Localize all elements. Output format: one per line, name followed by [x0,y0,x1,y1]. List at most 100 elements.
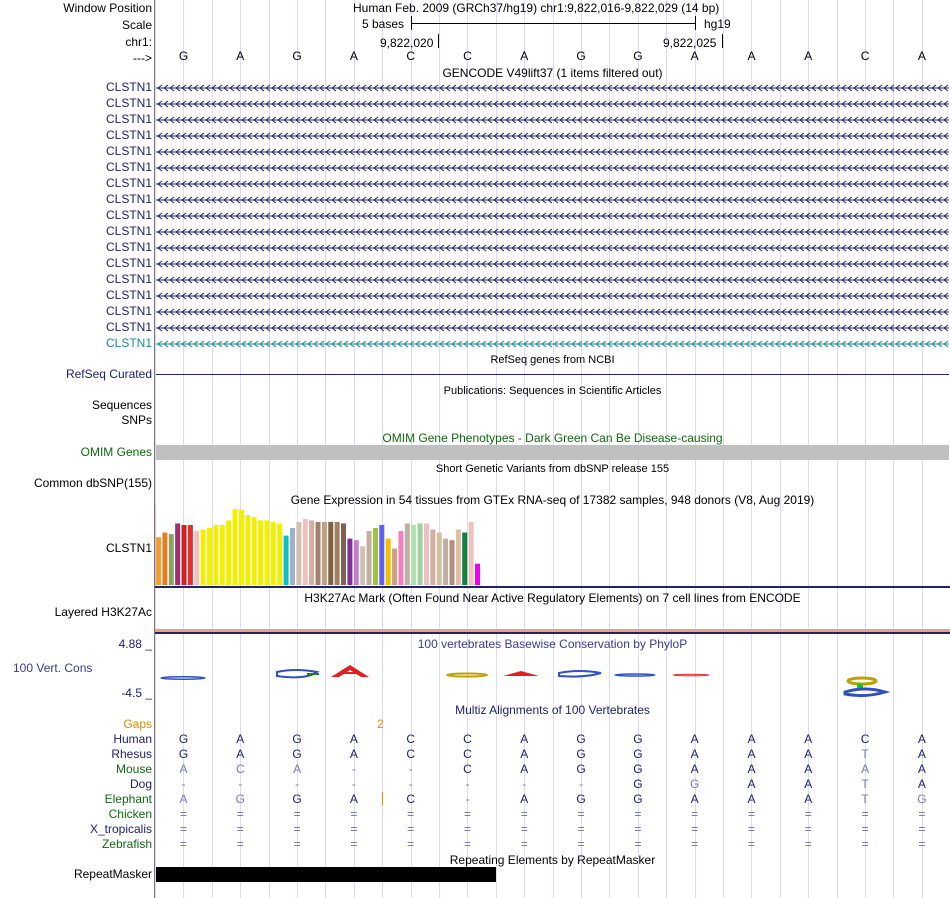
gtex-tissue-bar[interactable] [404,523,410,585]
gtex-tissue-bar[interactable] [449,540,455,585]
gencode-transcript-label[interactable]: CLSTN1 [105,96,152,110]
gtex-tissue-bar[interactable] [213,524,219,585]
gencode-transcript-label[interactable]: CLSTN1 [105,320,152,334]
phylop-title[interactable]: 100 vertebrates Basewise Conservation by… [417,637,688,651]
gtex-tissue-bar[interactable] [232,509,238,585]
gtex-tissue-bar[interactable] [385,538,391,585]
gencode-transcript-label[interactable]: CLSTN1 [105,176,152,190]
gtex-tissue-bar[interactable] [341,523,347,585]
gencode-transcript[interactable] [156,180,949,188]
refseq-gene-line[interactable] [156,374,949,375]
phylop-label[interactable]: 100 Vert. Cons [13,661,93,675]
gtex-tissue-bar[interactable] [168,534,174,585]
gencode-transcript-label[interactable]: CLSTN1 [105,224,152,238]
gtex-tissue-bar[interactable] [289,528,295,585]
gtex-tissue-bar[interactable] [462,532,468,585]
gencode-transcript[interactable] [156,116,949,124]
gencode-transcript[interactable] [156,340,949,348]
omim-title[interactable]: OMIM Gene Phenotypes - Dark Green Can Be… [382,431,723,445]
repeatmasker-element[interactable] [156,867,496,882]
gtex-tissue-bar[interactable] [296,521,302,585]
multiz-species-label[interactable]: Rhesus [111,747,152,761]
publications-title[interactable]: Publications: Sequences in Scientific Ar… [443,385,662,397]
gtex-tissue-bar[interactable] [181,524,187,585]
gencode-transcript-label[interactable]: CLSTN1 [105,272,152,286]
omim-phenotype-bar[interactable] [156,445,949,460]
publications-label-sequences[interactable]: Sequences [91,398,152,412]
gtex-tissue-bar[interactable] [366,531,372,585]
gtex-tissue-bar[interactable] [455,529,461,585]
gencode-transcript[interactable] [156,244,949,252]
gtex-tissue-bar[interactable] [392,548,398,585]
gencode-transcript[interactable] [156,276,949,284]
gtex-tissue-bar[interactable] [379,524,385,585]
gtex-tissue-bar[interactable] [436,532,442,585]
gencode-transcript[interactable] [156,212,949,220]
gtex-tissue-bar[interactable] [258,520,264,585]
gencode-transcript-label[interactable]: CLSTN1 [105,256,152,270]
gtex-tissue-bar[interactable] [283,535,289,585]
gencode-transcript-label[interactable]: CLSTN1 [105,160,152,174]
multiz-species-label[interactable]: Dog [129,777,152,791]
multiz-title[interactable]: Multiz Alignments of 100 Vertebrates [455,703,650,717]
gtex-tissue-bar[interactable] [411,524,417,585]
dbsnp-title[interactable]: Short Genetic Variants from dbSNP releas… [435,463,670,475]
omim-label[interactable]: OMIM Genes [80,445,152,459]
gencode-transcript[interactable] [156,164,949,172]
multiz-species-label[interactable]: X_tropicalis [89,822,152,836]
gtex-tissue-bar[interactable] [360,546,366,585]
gencode-transcript-label[interactable]: CLSTN1 [105,112,152,126]
gtex-tissue-bar[interactable] [277,523,283,585]
gtex-tissue-bar[interactable] [372,528,378,585]
gencode-transcript-label[interactable]: CLSTN1 [105,240,152,254]
gtex-tissue-bar[interactable] [270,521,276,585]
gencode-transcript-label[interactable]: CLSTN1 [105,288,152,302]
multiz-species-label[interactable]: Mouse [115,762,152,776]
gencode-transcript-label[interactable]: CLSTN1 [105,208,152,222]
gencode-transcript-label[interactable]: CLSTN1 [105,336,152,350]
gtex-tissue-bar[interactable] [194,531,200,585]
gencode-transcript[interactable] [156,196,949,204]
gtex-title[interactable]: Gene Expression in 54 tissues from GTEx … [290,493,815,507]
gtex-tissue-bar[interactable] [207,528,213,585]
repeatmasker-label[interactable]: RepeatMasker [73,867,152,881]
gencode-transcript[interactable] [156,84,949,92]
gtex-tissue-bar[interactable] [245,515,251,585]
gencode-transcript-label[interactable]: CLSTN1 [105,304,152,318]
gtex-tissue-bar[interactable] [353,540,359,585]
gencode-transcript-label[interactable]: CLSTN1 [105,192,152,206]
gencode-transcript[interactable] [156,148,949,156]
gencode-transcript[interactable] [156,100,949,108]
gencode-transcript-label[interactable]: CLSTN1 [105,144,152,158]
gtex-tissue-bar[interactable] [309,520,315,585]
window-position-title[interactable]: Human Feb. 2009 (GRCh37/hg19) chr1:9,822… [353,1,720,15]
gtex-tissue-bar[interactable] [468,521,474,585]
gencode-transcript[interactable] [156,132,949,140]
gencode-transcript[interactable] [156,228,949,236]
multiz-species-label[interactable]: Zebrafish [101,837,152,851]
h3k27ac-label[interactable]: Layered H3K27Ac [54,605,152,619]
gtex-tissue-bar[interactable] [328,521,334,585]
gtex-tissue-bar[interactable] [162,532,168,585]
gtex-tissue-bar[interactable] [238,509,244,585]
multiz-species-label[interactable]: Chicken [108,807,152,821]
h3k27ac-title[interactable]: H3K27Ac Mark (Often Found Near Active Re… [304,591,801,605]
publications-label-snps[interactable]: SNPs [121,413,152,427]
gencode-transcript-label[interactable]: CLSTN1 [105,128,152,142]
gtex-tissue-bar[interactable] [475,563,480,585]
gtex-tissue-bar[interactable] [315,521,321,585]
gtex-tissue-bar[interactable] [417,523,423,585]
gtex-tissue-bar[interactable] [264,520,270,585]
gtex-tissue-bar[interactable] [251,517,257,585]
gtex-tissue-bar[interactable] [334,521,340,585]
gencode-transcript[interactable] [156,260,949,268]
gtex-tissue-bar[interactable] [226,520,232,585]
multiz-species-label[interactable]: Human [113,732,152,746]
repeatmasker-title[interactable]: Repeating Elements by RepeatMasker [449,853,656,867]
gtex-tissue-bar[interactable] [175,523,181,585]
gtex-tissue-bar[interactable] [430,529,436,585]
refseq-title[interactable]: RefSeq genes from NCBI [490,354,615,366]
multiz-species-label[interactable]: Elephant [104,792,152,806]
gtex-tissue-bar[interactable] [187,524,193,585]
gtex-tissue-bar[interactable] [302,518,308,585]
